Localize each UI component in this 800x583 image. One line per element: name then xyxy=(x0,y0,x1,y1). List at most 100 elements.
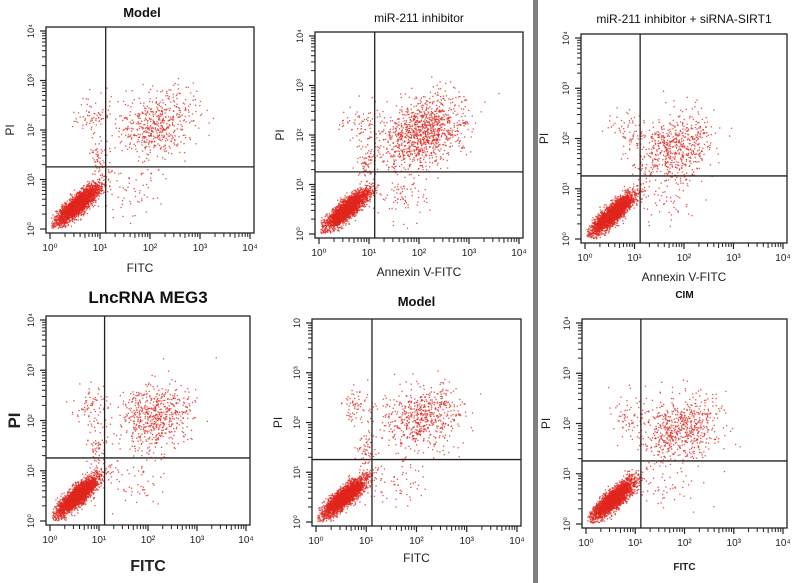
data-point xyxy=(185,99,186,100)
data-point xyxy=(86,110,87,111)
data-point xyxy=(63,225,64,226)
data-point xyxy=(79,203,80,204)
data-point xyxy=(137,151,138,152)
data-point xyxy=(131,148,132,149)
data-point xyxy=(364,204,365,205)
data-point xyxy=(81,207,82,208)
data-point xyxy=(77,212,78,213)
data-point xyxy=(72,201,73,202)
data-point xyxy=(77,192,78,193)
data-point xyxy=(372,189,373,190)
data-point xyxy=(102,175,103,176)
data-point xyxy=(93,202,94,203)
data-point xyxy=(140,103,141,104)
data-point xyxy=(94,196,95,197)
data-point xyxy=(86,198,87,199)
data-point xyxy=(180,124,181,125)
data-point xyxy=(112,209,113,210)
data-point xyxy=(159,145,160,146)
data-point xyxy=(175,83,176,84)
data-point xyxy=(147,154,148,155)
data-point xyxy=(75,121,76,122)
data-point xyxy=(151,108,152,109)
data-point xyxy=(62,223,63,224)
data-point xyxy=(338,230,339,231)
data-point xyxy=(159,128,160,129)
data-point xyxy=(80,196,81,197)
data-point xyxy=(119,115,120,116)
data-point xyxy=(104,184,105,185)
data-point xyxy=(158,130,159,131)
data-point xyxy=(148,135,149,136)
data-point xyxy=(141,173,142,174)
data-point xyxy=(169,110,170,111)
data-point xyxy=(70,208,71,209)
data-point xyxy=(355,190,356,191)
data-point xyxy=(176,114,177,115)
data-point xyxy=(87,213,88,214)
data-point xyxy=(170,140,171,141)
data-point xyxy=(126,117,127,118)
data-point xyxy=(363,188,364,189)
data-point xyxy=(102,160,103,161)
data-point xyxy=(184,152,185,153)
data-point xyxy=(139,141,140,142)
data-point xyxy=(110,113,111,114)
data-point xyxy=(147,123,148,124)
data-point xyxy=(183,135,184,136)
data-point xyxy=(170,89,171,90)
data-point xyxy=(200,101,201,102)
data-point xyxy=(87,188,88,189)
data-point xyxy=(107,191,108,192)
data-point xyxy=(54,226,55,227)
data-point xyxy=(146,127,147,128)
data-point xyxy=(101,177,102,178)
data-point xyxy=(138,123,139,124)
data-point xyxy=(80,116,81,117)
data-point xyxy=(78,215,79,216)
data-point xyxy=(179,152,180,153)
data-point xyxy=(71,226,72,227)
data-point xyxy=(90,185,91,186)
data-point xyxy=(108,110,109,111)
data-point xyxy=(192,113,193,114)
data-point xyxy=(157,137,158,138)
data-point xyxy=(145,108,146,109)
data-point xyxy=(98,192,99,193)
data-point xyxy=(127,126,128,127)
data-point xyxy=(90,197,91,198)
data-point xyxy=(123,198,124,199)
data-point xyxy=(86,98,87,99)
data-point xyxy=(147,125,148,126)
data-point xyxy=(165,116,166,117)
data-point xyxy=(376,190,377,191)
data-point xyxy=(145,137,146,138)
data-point xyxy=(84,211,85,212)
data-point xyxy=(60,218,61,219)
data-point xyxy=(104,176,105,177)
data-point xyxy=(149,118,150,119)
data-point xyxy=(82,188,83,189)
data-point xyxy=(87,208,88,209)
data-point xyxy=(100,115,101,116)
data-point xyxy=(144,141,145,142)
data-point xyxy=(58,212,59,213)
data-point xyxy=(159,110,160,111)
data-point xyxy=(92,198,93,199)
data-point xyxy=(146,158,147,159)
data-point xyxy=(94,174,95,175)
data-point xyxy=(52,214,53,215)
data-point xyxy=(139,98,140,99)
data-point xyxy=(86,122,87,123)
data-point xyxy=(185,107,186,108)
data-point xyxy=(150,178,151,179)
data-point xyxy=(174,105,175,106)
data-point xyxy=(141,200,142,201)
data-point xyxy=(108,169,109,170)
data-point xyxy=(129,178,130,179)
data-point xyxy=(72,218,73,219)
data-point xyxy=(107,117,108,118)
data-point xyxy=(170,116,171,117)
data-point xyxy=(123,101,124,102)
data-point xyxy=(139,128,140,129)
